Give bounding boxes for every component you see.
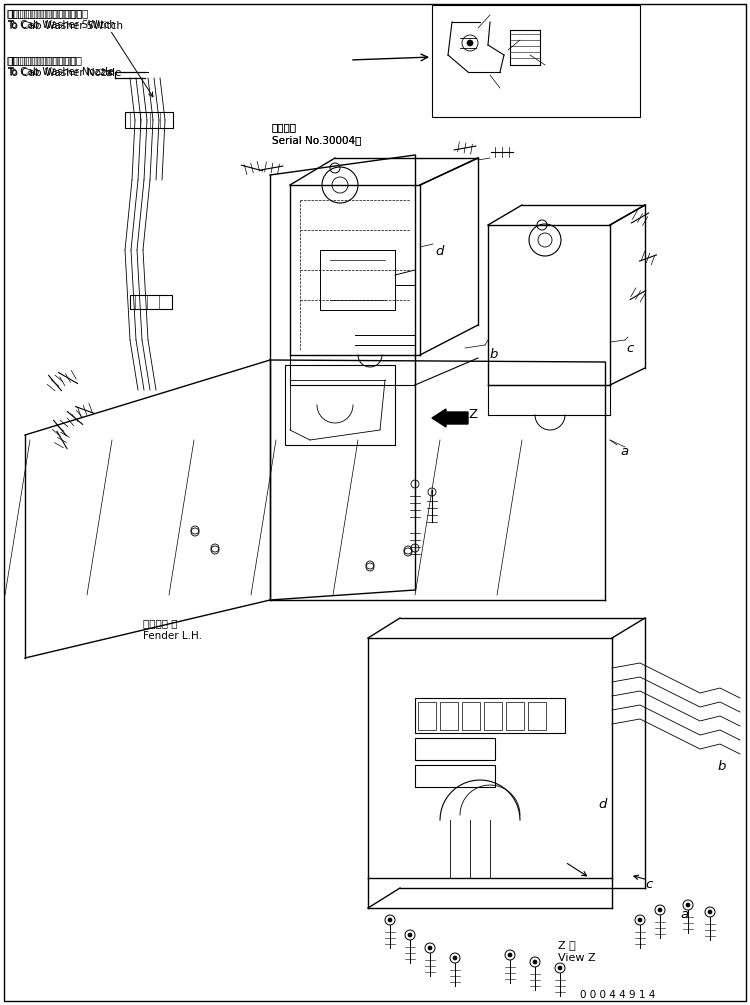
Bar [415, 765, 495, 787]
Text: Fender L.H.: Fender L.H. [143, 631, 202, 641]
Circle shape [428, 946, 432, 950]
Circle shape [558, 966, 562, 970]
Text: b: b [490, 348, 498, 361]
Text: View Z: View Z [558, 953, 596, 963]
Text: a: a [680, 908, 688, 921]
Bar [415, 698, 565, 733]
Bar [484, 702, 502, 730]
Bar [506, 702, 524, 730]
Bar [415, 738, 495, 760]
FancyArrow shape [432, 409, 468, 427]
Text: c: c [626, 342, 633, 355]
Bar [528, 702, 546, 730]
Text: Z: Z [468, 408, 477, 421]
Text: a: a [620, 445, 628, 458]
Text: Serial No.30004～: Serial No.30004～ [272, 135, 362, 145]
Text: c: c [645, 878, 652, 891]
Text: Z 視: Z 視 [558, 940, 576, 950]
Text: To Cab Washer Nozzle: To Cab Washer Nozzle [7, 67, 114, 77]
Bar [418, 702, 436, 730]
Text: フェンダ 左: フェンダ 左 [143, 618, 178, 628]
Text: b: b [718, 760, 726, 773]
Bar [440, 702, 458, 730]
Text: 適用号機: 適用号機 [272, 122, 297, 132]
Circle shape [686, 903, 690, 907]
Text: Serial No.30004～: Serial No.30004～ [272, 135, 362, 145]
Bar [285, 365, 395, 445]
Text: キャブウォッシャスイッチへ: キャブウォッシャスイッチへ [7, 8, 88, 18]
Circle shape [453, 956, 457, 960]
Circle shape [638, 918, 642, 922]
Text: d: d [435, 245, 443, 258]
Text: d: d [598, 798, 606, 811]
Circle shape [708, 910, 712, 914]
Text: To Cab Washer SWitch: To Cab Washer SWitch [7, 21, 123, 31]
Circle shape [388, 918, 392, 922]
Text: 0 0 0 4 4 9 1 4: 0 0 0 4 4 9 1 4 [580, 990, 656, 1000]
Bar [125, 112, 173, 128]
Bar [462, 702, 480, 730]
Bar [432, 5, 640, 117]
Text: To Cab Washer SWitch: To Cab Washer SWitch [7, 20, 115, 30]
Circle shape [533, 960, 537, 964]
Circle shape [408, 933, 412, 937]
Text: キャブウォッシャノズルへ: キャブウォッシャノズルへ [7, 55, 77, 65]
Circle shape [467, 40, 473, 46]
Circle shape [508, 953, 512, 957]
Circle shape [658, 908, 662, 912]
Text: To Cab Washer Nozzle: To Cab Washer Nozzle [7, 68, 122, 78]
Bar [130, 295, 172, 309]
Text: キャブウォッシャスイッチへ: キャブウォッシャスイッチへ [7, 8, 83, 18]
Text: 適用号機: 適用号機 [272, 122, 297, 132]
Text: キャブウォッシャノズルへ: キャブウォッシャノズルへ [7, 55, 82, 65]
